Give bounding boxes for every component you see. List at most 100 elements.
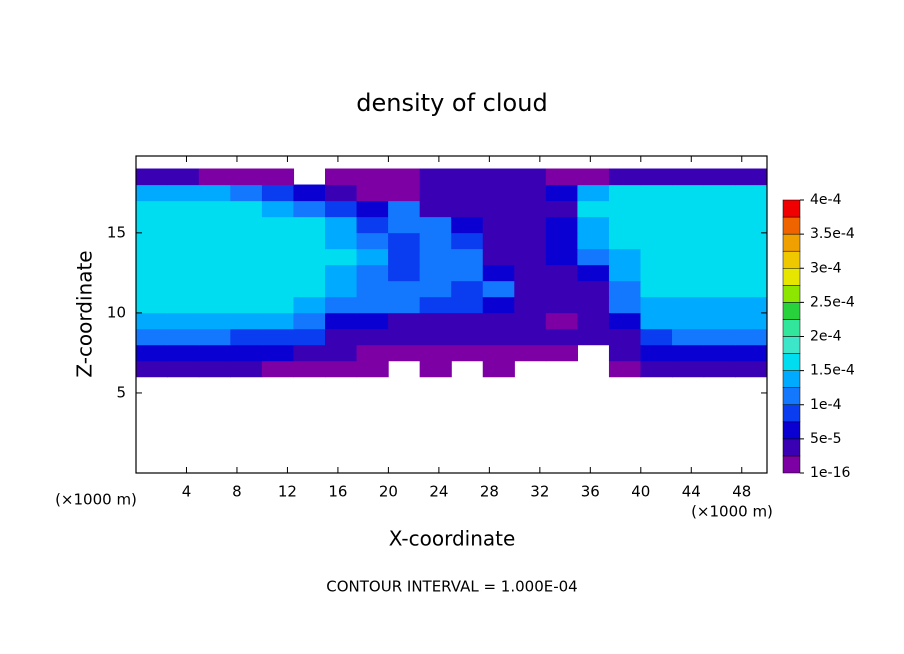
field-cell bbox=[482, 312, 515, 330]
field-cell bbox=[545, 264, 578, 282]
field-cell bbox=[198, 344, 231, 362]
field-cell bbox=[135, 168, 168, 186]
field-cell bbox=[261, 184, 295, 202]
field-cell bbox=[198, 200, 231, 218]
field-cell bbox=[356, 328, 389, 346]
field-cell bbox=[135, 360, 168, 378]
field-cell bbox=[640, 344, 673, 362]
field-cell bbox=[451, 312, 484, 330]
field-cell bbox=[577, 248, 610, 266]
colorbar-box bbox=[782, 216, 801, 235]
field-cell bbox=[672, 328, 705, 346]
field-cell bbox=[356, 248, 389, 266]
field-cell bbox=[735, 216, 768, 234]
field-cell bbox=[230, 280, 263, 298]
field-cell bbox=[388, 328, 421, 346]
colorbar-box bbox=[782, 199, 801, 218]
field-cell bbox=[419, 232, 452, 250]
field-cell bbox=[388, 280, 421, 298]
field-cell bbox=[482, 200, 515, 218]
field-cell bbox=[356, 296, 389, 314]
field-cell bbox=[198, 280, 231, 298]
field-cell bbox=[482, 328, 515, 346]
field-cell bbox=[545, 168, 578, 186]
field-cell bbox=[640, 312, 673, 330]
colorbar-label: 1e-4 bbox=[810, 397, 842, 413]
field-cell bbox=[735, 184, 768, 202]
field-cell bbox=[356, 360, 389, 378]
field-cell bbox=[261, 312, 295, 330]
field-cell bbox=[672, 200, 705, 218]
field-cell bbox=[261, 232, 295, 250]
field-cell bbox=[325, 360, 358, 378]
field-cell bbox=[672, 344, 705, 362]
field-cell bbox=[356, 200, 389, 218]
field-cell bbox=[514, 312, 547, 330]
field-cell bbox=[735, 296, 768, 314]
field-cell bbox=[293, 360, 326, 378]
field-cell bbox=[419, 280, 452, 298]
field-cell bbox=[230, 216, 263, 234]
field-cell bbox=[356, 312, 389, 330]
colorbar-box bbox=[782, 353, 801, 371]
field-cell bbox=[167, 248, 200, 266]
field-cell bbox=[325, 280, 358, 298]
field-cell bbox=[545, 232, 578, 250]
field-cell bbox=[514, 216, 547, 234]
x-tick-label: 20 bbox=[379, 483, 398, 501]
x-axis-label: X-coordinate bbox=[389, 527, 516, 551]
colorbar-label: 1e-16 bbox=[810, 465, 850, 481]
field-cell bbox=[167, 280, 200, 298]
field-cell bbox=[735, 168, 768, 186]
field-cell bbox=[419, 184, 452, 202]
field-cell bbox=[135, 200, 168, 218]
field-cell bbox=[735, 280, 768, 298]
x-tick-label: 40 bbox=[631, 483, 650, 501]
field-cell bbox=[293, 248, 326, 266]
field-cell bbox=[672, 184, 705, 202]
field-cell bbox=[356, 264, 389, 282]
field-cell bbox=[135, 184, 168, 202]
field-cell bbox=[514, 264, 547, 282]
field-cell bbox=[293, 200, 326, 218]
field-cell bbox=[451, 264, 484, 282]
field-cell bbox=[451, 168, 484, 186]
field-cell bbox=[640, 328, 673, 346]
field-cell bbox=[419, 328, 452, 346]
field-cell bbox=[672, 168, 705, 186]
colorbar-label: 1.5e-4 bbox=[810, 363, 855, 379]
field-cell bbox=[577, 264, 610, 282]
colorbar-label: 3e-4 bbox=[810, 260, 842, 276]
field-cell bbox=[325, 248, 358, 266]
field-cell bbox=[388, 216, 421, 234]
y-tick-label: 5 bbox=[116, 383, 126, 401]
colorbar-box bbox=[782, 404, 801, 423]
field-cell bbox=[703, 232, 736, 250]
colorbar-label: 4e-4 bbox=[810, 192, 842, 208]
field-cell bbox=[608, 328, 642, 346]
field-cell bbox=[356, 168, 389, 186]
field-cell bbox=[356, 280, 389, 298]
field-cell bbox=[577, 200, 610, 218]
colorbar-box bbox=[782, 370, 801, 388]
field-cell bbox=[703, 312, 736, 330]
field-cell bbox=[388, 200, 421, 218]
field-cell bbox=[577, 168, 610, 186]
x-tick-label: 32 bbox=[530, 483, 549, 501]
field-cell bbox=[608, 312, 642, 330]
field-cell bbox=[293, 232, 326, 250]
field-cell bbox=[703, 216, 736, 234]
field-cell bbox=[198, 360, 231, 378]
field-cell bbox=[703, 200, 736, 218]
field-cell bbox=[735, 200, 768, 218]
field-cell bbox=[135, 328, 168, 346]
field-cell bbox=[325, 168, 358, 186]
field-cell bbox=[482, 264, 515, 282]
field-cell bbox=[261, 344, 295, 362]
y-tick-label: 15 bbox=[107, 223, 126, 241]
field-cell bbox=[293, 280, 326, 298]
field-cell bbox=[135, 248, 168, 266]
field-cell bbox=[167, 200, 200, 218]
field-cell bbox=[545, 328, 578, 346]
